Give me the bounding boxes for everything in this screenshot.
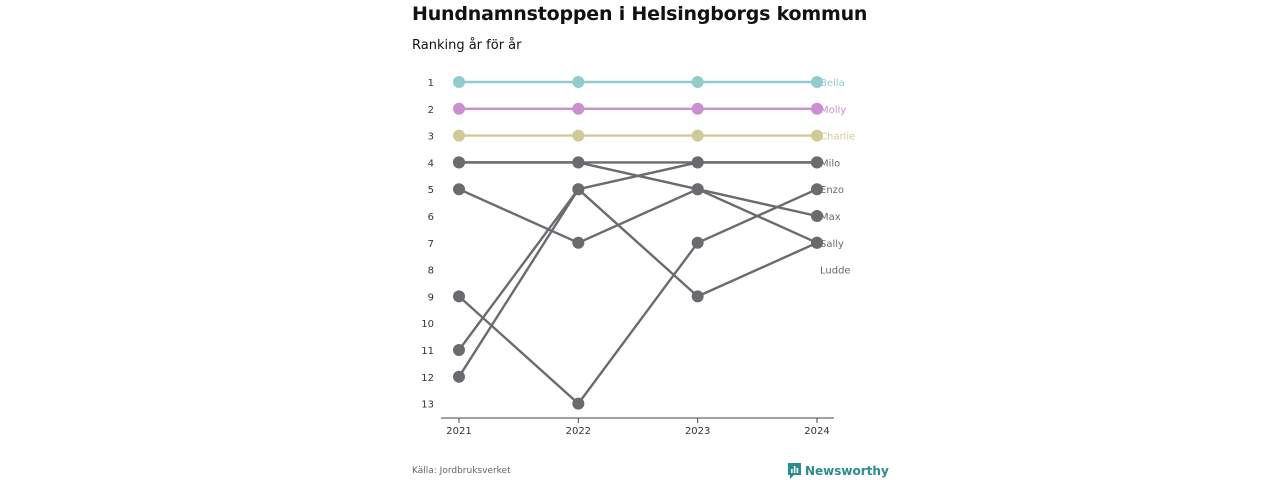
series-line — [458, 188, 818, 405]
y-tick-label: 3 — [428, 132, 434, 143]
y-tick-label: 8 — [428, 266, 434, 277]
data-point — [572, 76, 585, 88]
data-point — [453, 370, 465, 383]
series-line — [458, 187, 818, 245]
data-point — [691, 102, 704, 115]
data-point — [811, 102, 823, 115]
end-label: Ludde — [820, 266, 851, 277]
y-tick-label: 7 — [428, 239, 434, 250]
y-tick-label: 2 — [428, 105, 434, 116]
data-point — [811, 76, 823, 88]
data-point — [691, 156, 704, 169]
data-point — [811, 210, 823, 222]
data-point — [453, 156, 465, 169]
y-tick-label: 6 — [428, 212, 434, 223]
data-point — [572, 236, 585, 249]
data-point — [453, 76, 465, 88]
end-label: Charlie — [820, 132, 855, 143]
data-point — [691, 290, 704, 303]
end-label: Max — [820, 212, 841, 223]
chart-subtitle: Ranking år för år — [412, 38, 522, 53]
x-tick-label: 2021 — [446, 426, 471, 437]
data-point — [572, 156, 585, 169]
newsworthy-logo-icon — [788, 463, 801, 479]
y-tick-label: 9 — [428, 292, 434, 303]
end-label: Milo — [820, 158, 840, 169]
brand-name: Newsworthy — [805, 464, 889, 478]
data-point — [691, 183, 704, 196]
data-point — [691, 129, 704, 142]
data-point — [691, 236, 704, 249]
data-point — [572, 102, 585, 115]
end-label: Enzo — [820, 185, 844, 196]
series-molly — [453, 102, 823, 115]
data-point — [572, 129, 585, 142]
data-point — [811, 236, 823, 249]
series-line — [459, 161, 818, 218]
data-point — [572, 183, 585, 196]
data-point — [811, 183, 823, 196]
data-point — [811, 156, 823, 169]
data-point — [453, 183, 465, 196]
end-label: Bella — [820, 78, 845, 89]
y-tick-label: 5 — [428, 185, 434, 196]
end-label: Sally — [820, 239, 844, 250]
data-point — [453, 102, 465, 115]
series-charlie — [453, 129, 823, 142]
data-point — [453, 344, 465, 356]
chart-title: Hundnamnstoppen i Helsingborgs kommun — [412, 3, 868, 25]
y-tick-label: 13 — [421, 400, 434, 411]
data-point — [691, 76, 704, 88]
y-tick-label: 10 — [421, 319, 434, 330]
source-note: Källa: Jordbruksverket — [412, 466, 511, 476]
brand-logo[interactable]: Newsworthy — [788, 463, 889, 479]
y-tick-label: 12 — [421, 373, 434, 384]
series-line — [458, 187, 818, 351]
y-tick-label: 1 — [428, 78, 434, 89]
x-tick-label: 2024 — [804, 426, 829, 437]
y-tick-label: 4 — [428, 158, 434, 169]
data-point — [453, 129, 465, 142]
x-tick-label: 2022 — [566, 426, 591, 437]
series-bella — [453, 76, 823, 88]
y-tick-label: 11 — [421, 346, 434, 357]
series-sally — [453, 183, 823, 249]
end-label: Molly — [820, 105, 846, 116]
x-tick-label: 2023 — [685, 426, 710, 437]
data-point — [811, 129, 823, 142]
data-point — [572, 397, 585, 410]
data-point — [453, 290, 465, 303]
series-ludde — [453, 183, 823, 356]
series-line — [457, 161, 817, 378]
series-unnamed — [453, 156, 823, 383]
